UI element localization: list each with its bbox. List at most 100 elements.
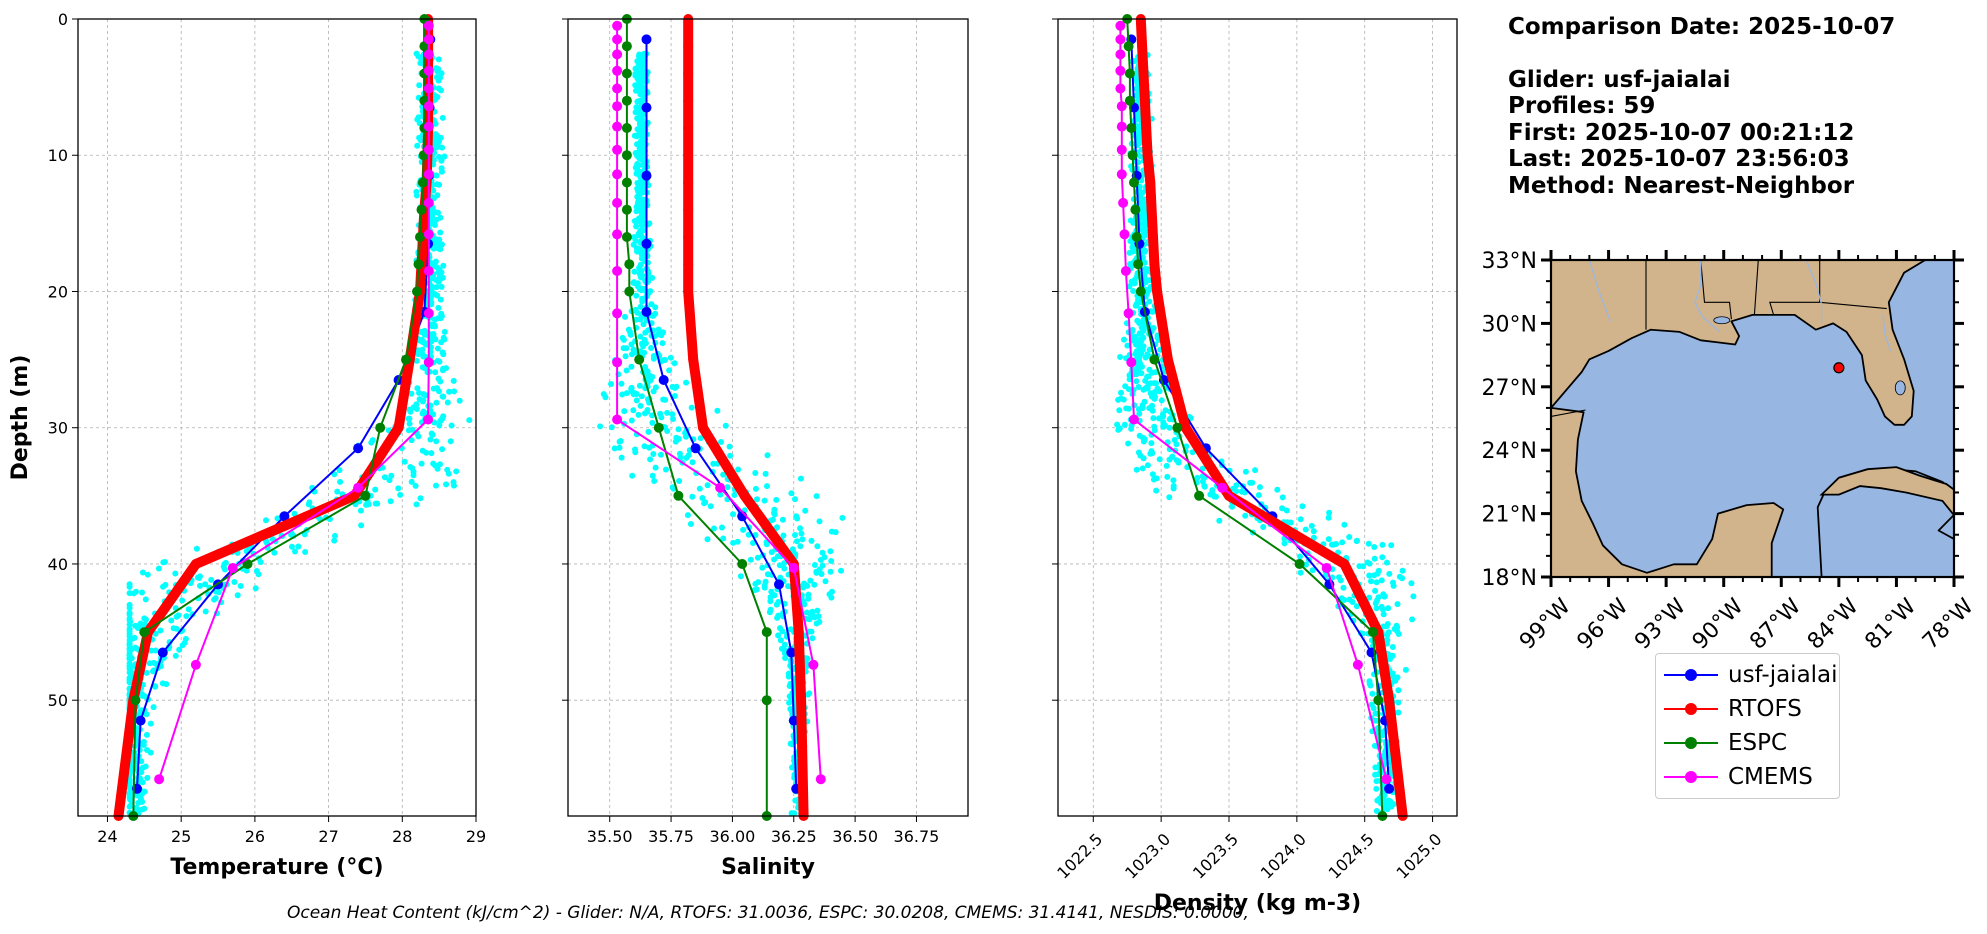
glider-scatter-point	[437, 461, 443, 468]
glider-scatter-point	[1140, 203, 1147, 209]
lake-pontchartrain	[1713, 316, 1731, 325]
glider-scatter-point	[243, 567, 250, 574]
glider-scatter-point	[771, 592, 778, 599]
glider-scatter-point	[1371, 555, 1378, 562]
glider-scatter-point	[139, 589, 145, 596]
glider-scatter-point	[809, 635, 816, 642]
map-lat-label: 21°N	[1482, 503, 1537, 528]
glider-scatter-point	[611, 445, 618, 452]
glider-scatter-point	[418, 56, 425, 63]
glider-scatter-point	[152, 647, 159, 654]
glider-scatter-point	[618, 454, 625, 461]
glider-scatter-point	[143, 669, 150, 676]
series-point-cmems	[1119, 229, 1130, 240]
glider-scatter-point	[1255, 492, 1262, 499]
glider-scatter-point	[126, 791, 133, 798]
glider-scatter-point	[1133, 301, 1140, 307]
glider-scatter-point	[1144, 373, 1151, 380]
glider-scatter-point	[1137, 192, 1144, 199]
series-point-rtofs	[793, 627, 804, 638]
x-tick-label: 35.75	[648, 827, 694, 846]
glider-scatter-point	[1233, 488, 1240, 495]
glider-scatter-point	[428, 206, 435, 213]
glider-scatter-point	[197, 582, 203, 589]
x-tick-label: 29	[466, 827, 486, 846]
glider-scatter-point	[792, 532, 798, 538]
x-tick-label: 1024.0	[1257, 830, 1310, 883]
glider-scatter-point	[1142, 247, 1149, 254]
glider-scatter-point	[1175, 459, 1182, 466]
series-point-espc	[737, 559, 748, 569]
glider-scatter-point	[619, 391, 626, 398]
glider-scatter-point	[634, 200, 641, 207]
glider-scatter-point	[786, 683, 793, 689]
glider-scatter-point	[427, 436, 434, 443]
glider-scatter-point	[675, 435, 682, 442]
glider-scatter-point	[1395, 631, 1402, 637]
glider-scatter-point	[637, 104, 644, 111]
glider-scatter-point	[1133, 371, 1140, 378]
glider-scatter-point	[420, 391, 427, 398]
series-point-rtofs	[1224, 490, 1234, 501]
glider-scatter-point	[754, 496, 760, 503]
glider-scatter-point	[441, 328, 448, 335]
legend-label: CMEMS	[1728, 764, 1813, 790]
glider-location-map: 33°N 30°N 27°N 24°N 21°N 18°N 99°W96°W93°W90°W…	[1482, 249, 1979, 655]
glider-scatter-point	[1142, 265, 1149, 272]
glider-scatter-point	[1151, 427, 1158, 434]
lake-okeechobee	[1894, 380, 1906, 396]
glider-scatter-point	[633, 87, 639, 94]
legend-item-glider: usf-jaialai	[1664, 660, 1838, 690]
glider-scatter-point	[428, 218, 435, 225]
series-point-espc	[1123, 41, 1134, 52]
glider-scatter-point	[1297, 516, 1304, 523]
glider-scatter-point	[1310, 534, 1317, 541]
glider-scatter-point	[185, 606, 192, 613]
glider-scatter-point	[263, 517, 269, 524]
axes-frame	[1057, 18, 1458, 817]
series-point-cmems	[715, 482, 726, 493]
series-point-espc	[1194, 490, 1205, 501]
glider-scatter-point	[633, 223, 640, 230]
glider-scatter-point	[669, 411, 676, 418]
glider-scatter-point	[618, 380, 625, 387]
glider-scatter-point	[1340, 584, 1347, 591]
glider-scatter-point	[1136, 432, 1143, 439]
series-point-cmems	[423, 357, 434, 368]
glider-scatter-point	[1126, 249, 1133, 256]
glider-scatter-point	[1139, 214, 1145, 221]
glider-scatter-point	[819, 549, 826, 556]
glider-scatter-point	[641, 336, 648, 343]
glider-scatter-point	[141, 788, 148, 795]
glider-scatter-point	[814, 543, 821, 550]
glider-scatter-point	[196, 575, 203, 581]
series-point-espc	[624, 259, 635, 270]
glider-scatter-point	[1388, 542, 1395, 549]
glider-scatter-point	[649, 472, 656, 479]
glider-scatter-point	[127, 796, 134, 803]
glider-scatter-point	[637, 333, 644, 340]
glider-scatter-point	[669, 484, 676, 491]
glider-scatter-point	[412, 482, 419, 489]
glider-scatter-point	[1365, 540, 1372, 547]
glider-scatter-point	[1389, 644, 1396, 650]
glider-scatter-point	[413, 501, 420, 508]
glider-scatter-point	[172, 570, 179, 577]
legend: usf-jaialai RTOFS ESPC CMEMS	[1655, 653, 1840, 799]
glider-scatter-point	[435, 269, 442, 276]
glider-scatter-point	[433, 284, 440, 291]
glider-scatter-point	[1380, 606, 1386, 613]
gulf-of-mexico-water	[1551, 260, 1954, 577]
glider-scatter-point	[797, 543, 804, 550]
glider-scatter-point	[638, 393, 645, 400]
series-point-rtofs	[1149, 259, 1160, 270]
glider-scatter-point	[1309, 567, 1316, 574]
glider-scatter-point	[1308, 522, 1315, 529]
glider-scatter-point	[433, 172, 440, 179]
glider-scatter-point	[726, 443, 733, 450]
glider-scatter-point	[1139, 465, 1146, 472]
series-point-cmems	[423, 229, 434, 240]
series-point-espc	[130, 695, 141, 706]
glider-scatter-point	[414, 385, 421, 392]
series-point-rtofs	[739, 490, 750, 501]
